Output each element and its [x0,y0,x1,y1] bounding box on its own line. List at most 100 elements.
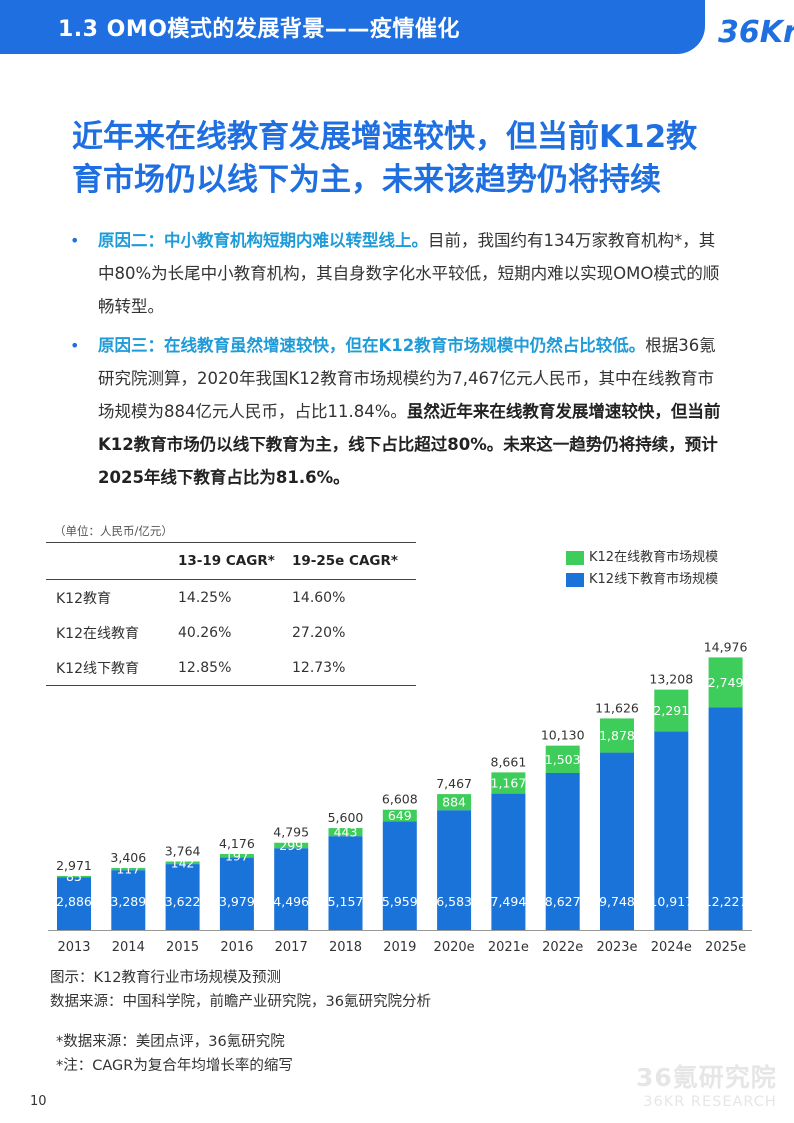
bar-online [437,794,472,811]
x-tick-label: 2015 [166,940,199,955]
cagr-table-block: （单位：人民币/亿元） 13-19 CAGR* 19-25e CAGR* K12… [46,520,416,686]
data-label-online: 299 [279,838,303,853]
watermark: 36氪研究院 36KR RESEARCH [636,1058,777,1110]
data-label-online: 2,749 [708,675,744,690]
data-label-total: 4,795 [273,825,309,840]
x-tick-label: 2021e [488,940,529,955]
x-tick-label: 2016 [220,940,253,955]
x-tick-label: 2022e [542,940,583,955]
bullet-item: • 原因二：中小教育机构短期内难以转型线上。目前，我国约有134万家教育机构*，… [70,224,730,323]
bar-online [165,861,200,865]
x-tick-label: 2023e [596,940,637,955]
bar-offline [437,810,472,930]
bullet-lead: 原因二：中小教育机构短期内难以转型线上。 [98,231,428,250]
bar-online [111,868,146,871]
bar-offline [328,836,363,930]
bullet-dot-icon: • [70,231,80,250]
bullet-bold: 虽然近年来在线教育发展增速较快，但当前K12教育市场仍以线下教育为主，线下占比超… [98,402,721,487]
table-cell: 14.25% [178,589,232,606]
data-label-total: 11,626 [595,700,639,715]
x-tick-label: 2024e [651,940,692,955]
data-label-offline: 7,494 [491,894,527,909]
data-label-offline: 8,627 [545,894,581,909]
bar-online [708,657,743,708]
data-label-total: 6,608 [382,792,418,807]
watermark-line-1: 36氪研究院 [636,1063,777,1092]
figure-title: 图示：K12教育行业市场规模及预测 [50,970,281,986]
data-label-online: 142 [171,855,195,870]
data-label-total: 10,130 [541,728,585,743]
bar-offline [219,857,254,930]
bar-online [382,809,417,822]
bullet-item: • 原因三：在线教育虽然增速较快，但在K12教育市场规模中仍然占比较低。根据36… [70,329,730,494]
bar-online [545,745,580,773]
data-label-total: 5,600 [328,810,364,825]
data-label-online: 1,878 [599,728,635,743]
data-label-total: 8,661 [491,754,527,769]
bullet-body: 目前，我国约有134万家教育机构*，其中80%为长尾中小教育机构，其自身数字化水… [98,231,720,316]
bar-offline [545,772,580,930]
data-label-online: 117 [116,862,140,877]
cagr-table: 13-19 CAGR* 19-25e CAGR* K12教育 14.25% 14… [46,542,416,686]
table-cell: 12.85% [177,650,291,686]
page-number: 10 [30,1094,47,1109]
bullet-body: 根据36氪研究院测算，2020年我国K12教育市场规模约为7,467亿元人民币，… [98,336,716,421]
footnote: *注：CAGR为复合年均增长率的缩写 [56,1058,293,1074]
bullet-list: • 原因二：中小教育机构短期内难以转型线上。目前，我国约有134万家教育机构*，… [70,224,730,500]
table-cell: 12.73% [291,650,416,686]
table-row: K12线下教育 12.85% 12.73% [46,650,416,686]
x-tick-label: 2017 [275,940,308,955]
data-label-total: 3,406 [110,850,146,865]
headline-line-1: 近年来在线教育发展增速较快，但当前K12教 [72,119,698,155]
bar-online [219,853,254,858]
table-unit: （单位：人民币/亿元） [54,524,173,538]
data-label-total: 2,971 [56,858,92,873]
data-label-offline: 5,959 [382,894,418,909]
bar-online [328,828,363,837]
data-label-offline: 3,289 [110,894,146,909]
legend-swatch-offline [566,573,584,587]
bullet-dot-icon: • [70,336,80,355]
footnotes: *数据来源：美团点评，36氪研究院 *注：CAGR为复合年均增长率的缩写 [56,1030,293,1078]
bar-online [600,718,634,753]
legend-item-offline: K12线下教育市场规模 [566,569,718,591]
chart-legend: K12在线教育市场规模 K12线下教育市场规模 [566,547,718,591]
data-label-offline: 3,622 [165,894,201,909]
footnote: *数据来源：美团点评，36氪研究院 [56,1034,285,1050]
table-header-cell: 13-19 CAGR* [177,542,291,580]
x-tick-label: 2018 [329,940,362,955]
x-tick-label: 2013 [57,940,90,955]
header-bar [0,0,705,54]
legend-label-offline: K12线下教育市场规模 [589,572,719,587]
table-row: K12在线教育 40.26% 27.20% [46,615,416,650]
data-label-online: 884 [442,795,466,810]
logo-text: 36Kr [718,15,794,50]
bullet-lead: 原因三：在线教育虽然增速较快，但在K12教育市场规模中仍然占比较低。 [98,336,646,355]
data-label-offline: 4,496 [273,894,309,909]
headline-line-2: 育市场仍以线下为主，未来该趋势仍将持续 [72,162,661,198]
bar-online [57,875,91,878]
data-label-online: 443 [334,825,358,840]
data-label-offline: 2,886 [56,894,92,909]
data-label-offline: 6,583 [436,894,472,909]
data-label-total: 7,467 [436,776,472,791]
table-cell: 40.26% [178,624,232,641]
bar-offline [708,707,743,930]
table-cell: K12线下教育 [46,650,177,686]
data-label-online: 197 [225,848,249,863]
bar-offline [654,731,689,930]
bar-offline [111,870,146,930]
table-row: K12教育 14.25% 14.60% [46,580,416,616]
data-label-online: 1,503 [545,752,581,767]
legend-label-online: K12在线教育市场规模 [589,550,719,565]
data-label-total: 14,976 [704,639,748,654]
data-label-online: 2,291 [653,703,689,718]
bar-online [654,689,689,732]
data-label-online: 649 [388,808,412,823]
data-label-total: 13,208 [649,672,693,687]
legend-item-online: K12在线教育市场规模 [566,547,718,569]
figure-source: 数据来源：中国科学院，前瞻产业研究院，36氪研究院分析 [50,994,431,1010]
data-label-total: 3,764 [165,843,201,858]
table-header-row: 13-19 CAGR* 19-25e CAGR* [46,542,416,580]
